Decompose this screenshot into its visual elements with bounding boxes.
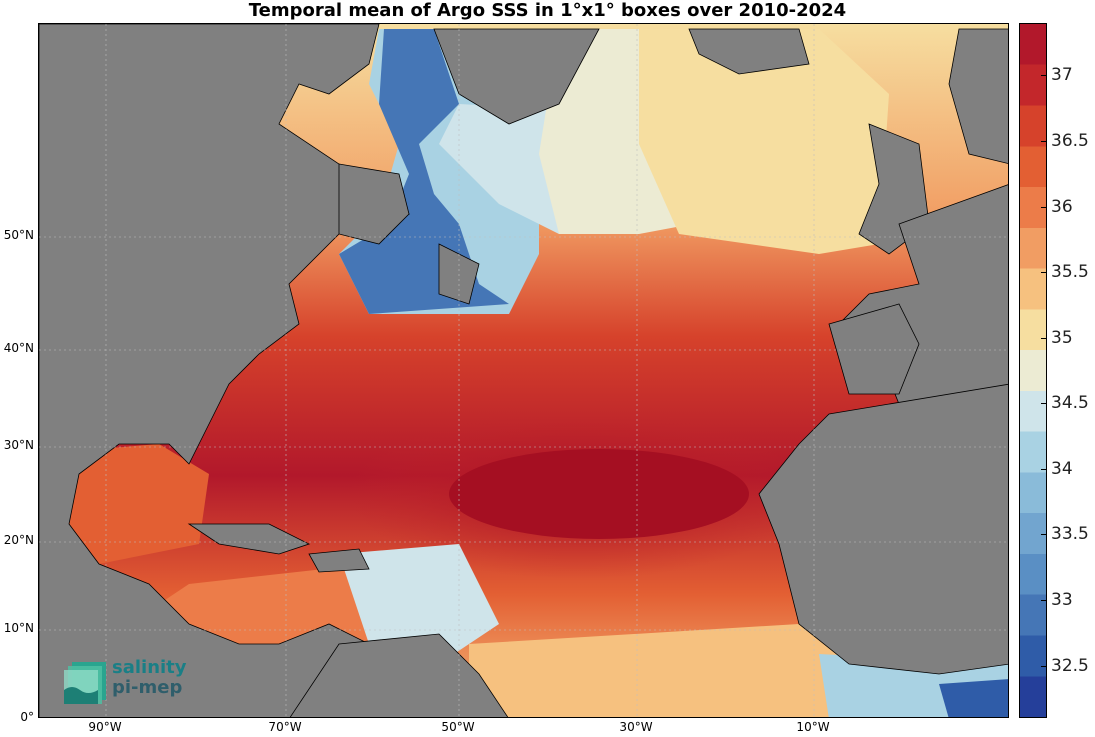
lon-label-10w: 10°W xyxy=(796,720,830,734)
colorbar-tickmark xyxy=(1041,534,1047,536)
colorbar-tickmark xyxy=(1041,403,1047,405)
colorbar-tickmark xyxy=(1041,75,1047,77)
cuba xyxy=(187,523,311,555)
colorbar-tick-label: 36 xyxy=(1051,196,1073,217)
logo-text-pimep: pi-mep xyxy=(112,677,183,698)
lat-label-30n: 30°N xyxy=(3,438,34,452)
greenland xyxy=(433,28,600,125)
scandinavia xyxy=(948,28,1008,164)
guinea-coast-fresh xyxy=(939,679,1008,717)
colorbar-tickmark xyxy=(1041,337,1047,339)
colorbar-tickmark xyxy=(1041,272,1047,274)
africa xyxy=(758,383,1008,675)
lat-label-0: 0° xyxy=(20,710,34,724)
salinity-pimep-logo: salinity pi-mep xyxy=(62,658,212,708)
graticule xyxy=(39,24,1008,717)
colorbar xyxy=(1019,23,1047,718)
labrador-peninsula xyxy=(338,163,410,245)
colorbar-tick-label: 37 xyxy=(1051,65,1073,86)
colorbar-tickmark xyxy=(1041,599,1047,601)
colorbar-tick-label: 34 xyxy=(1051,458,1073,479)
colorbar-tick-label: 32.5 xyxy=(1051,655,1089,676)
colorbar-tick-label: 36.5 xyxy=(1051,131,1089,152)
subtropical-core xyxy=(449,449,749,539)
northeast-atlantic xyxy=(639,29,889,254)
gulf-of-mexico xyxy=(39,444,209,564)
lon-label-70w: 70°W xyxy=(268,720,302,734)
iceland xyxy=(688,28,810,75)
logo-wave-icon xyxy=(64,662,106,704)
iberia xyxy=(828,303,920,395)
colorbar-tick-label: 35 xyxy=(1051,327,1073,348)
lon-label-50w: 50°W xyxy=(441,720,475,734)
map-panel xyxy=(38,23,1009,718)
colorbar-tick-label: 34.5 xyxy=(1051,393,1089,414)
lon-label-90w: 90°W xyxy=(88,720,122,734)
logo-text-salinity: salinity xyxy=(112,657,187,678)
colorbar-tickmark xyxy=(1041,468,1047,470)
lat-label-10n: 10°N xyxy=(3,621,34,635)
land xyxy=(39,24,1008,717)
colorbar-tickmark xyxy=(1041,665,1047,667)
colorbar-tick-label: 35.5 xyxy=(1051,262,1089,283)
colorbar-tickmark xyxy=(1041,141,1047,143)
colorbar-tick-label: 33 xyxy=(1051,589,1073,610)
labrador-coastal-fresh xyxy=(339,29,509,314)
lat-label-50n: 50°N xyxy=(3,228,34,242)
lat-label-40n: 40°N xyxy=(3,341,34,355)
colorbar-tickmark xyxy=(1041,206,1047,208)
lat-label-20n: 20°N xyxy=(3,533,34,547)
chart-title: Temporal mean of Argo SSS in 1°x1° boxes… xyxy=(248,0,847,21)
lon-label-30w: 30°W xyxy=(619,720,653,734)
colorbar-tick-label: 33.5 xyxy=(1051,524,1089,545)
hispaniola xyxy=(308,548,370,573)
south-america xyxy=(289,633,509,717)
salinity-map xyxy=(39,24,1008,717)
